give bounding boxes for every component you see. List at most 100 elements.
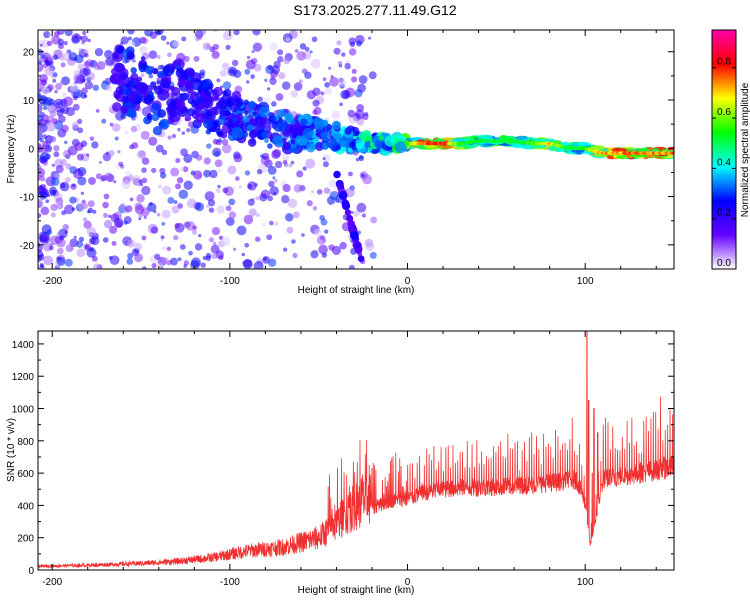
spectrogram-cell [161, 209, 171, 219]
spectrogram-cell [206, 143, 212, 149]
spectrogram-cell [52, 54, 59, 60]
spectrogram-cell [119, 203, 126, 209]
spectrogram-cell [200, 262, 206, 268]
spectrogram-cell [92, 209, 97, 214]
spectrogram-cell [141, 266, 147, 269]
spectrogram-cell [178, 189, 189, 199]
spectrogram-cell [61, 124, 69, 133]
spectrogram-cell [183, 264, 188, 268]
colorbar-tick-label: 0.2 [717, 208, 731, 219]
spectrogram-cell [180, 148, 188, 157]
spectrogram-cell [368, 36, 372, 40]
spectrogram-cell [369, 251, 377, 259]
spectrogram-cell [261, 131, 269, 139]
snr-line [38, 331, 674, 569]
spectrogram-cell [195, 202, 205, 212]
spectrogram-cell [104, 49, 113, 59]
spectrogram-cell [110, 213, 120, 223]
spectrogram-cell [143, 95, 154, 105]
spectrogram-cell [138, 217, 142, 221]
spectrogram-cell [73, 169, 84, 180]
spectrogram-cell [287, 198, 298, 209]
spectrogram-cell [141, 235, 147, 241]
spectrogram-cell [59, 181, 70, 192]
spectrogram-cell [367, 147, 373, 152]
spectrogram-cell [151, 262, 157, 269]
spectrogram-cell [220, 236, 231, 247]
spectrogram-cell [208, 207, 215, 213]
spectrogram-cell [175, 183, 182, 190]
spectrogram-cell [103, 219, 113, 229]
spectrogram-cell [41, 54, 46, 60]
spectrogram-cell [78, 236, 85, 242]
snr-y-tick-label: 1000 [12, 405, 35, 416]
spectrogram-cell [282, 159, 288, 165]
spectrogram-y-axis: -20 -10 0 10 20 [20, 48, 674, 270]
spectrogram-cell [54, 90, 58, 94]
spectrogram-cell [38, 164, 42, 171]
spectrogram-cell [275, 93, 284, 101]
spectrogram-cell [322, 77, 327, 82]
spectrogram-cell [101, 118, 107, 124]
spectrogram-cell [221, 62, 230, 70]
snr-y-tick-label: 800 [17, 437, 34, 448]
spectrogram-cell [104, 172, 114, 182]
spectrogram-cell [209, 169, 218, 179]
spectrogram-cell [301, 233, 305, 237]
spectrogram-cell [233, 153, 243, 163]
spectrogram-cell [84, 81, 89, 85]
snr-y-tick-label: 1400 [12, 340, 35, 351]
spectrogram-cell [117, 150, 121, 154]
spectrogram-cell [247, 183, 253, 189]
spectrogram-cell [251, 50, 255, 54]
spectrogram-cell [103, 193, 110, 200]
spectrogram-cell [245, 80, 250, 84]
spectrogram-cell [169, 85, 176, 92]
spectrogram-cell [167, 135, 172, 140]
spectrogram-cell [200, 79, 210, 89]
spectrogram-cell [328, 66, 332, 70]
spectrogram-cell [55, 165, 64, 174]
spectrogram-cell [243, 258, 253, 268]
spectrogram-x-axis: -200 -100 0 100 [42, 30, 657, 287]
spectrogram-cell [611, 147, 627, 153]
spectrogram-cell [378, 135, 384, 141]
spectrogram-cell [87, 200, 95, 208]
spectrogram-cell [105, 56, 115, 67]
spectrogram-cell [282, 141, 291, 151]
spectrogram-cell [71, 33, 82, 43]
spectrogram-cell [211, 92, 220, 102]
spectrogram-cell [262, 256, 268, 261]
spectrogram-cell [165, 106, 171, 112]
spectrogram-cell [354, 109, 365, 120]
spectrogram-cell [110, 72, 122, 84]
spectrogram-cell [210, 244, 220, 254]
spectrogram-cell [320, 131, 331, 142]
spectrogram-cell [139, 36, 147, 44]
colorbar-frame [711, 29, 737, 270]
spectrogram-cell [173, 234, 179, 241]
spectrogram-cell [73, 69, 80, 76]
colorbar-tick-label: 0.6 [717, 107, 731, 118]
spectrogram-cell [337, 78, 346, 87]
snr-panel: -200 -100 0 100 0 200 400 600 800 1000 1200 1400 H… [6, 330, 675, 596]
spectrogram-cell [316, 189, 323, 195]
spectrogram-cell [282, 128, 291, 137]
spectrogram-cell [38, 143, 42, 147]
spectrogram-cell [39, 152, 50, 162]
spectrogram-cell [217, 131, 222, 136]
spectrogram-cell [347, 147, 353, 153]
spectrogram-cell [282, 184, 291, 193]
spectrogram-cell [140, 56, 146, 61]
spectrogram-cell [236, 225, 247, 236]
spectrogram-cell [195, 37, 200, 42]
spectrogram-cell [192, 225, 198, 230]
spectrogram-cell [283, 247, 288, 252]
chart-title: S173.2025.277.11.49.G12 [293, 2, 457, 18]
spectrogram-cell [181, 131, 186, 135]
spectrogram-cell [61, 210, 67, 216]
spectrogram-cell [315, 132, 321, 137]
spectrogram-cell [56, 232, 61, 237]
spectrogram-cell [171, 205, 180, 214]
spectrogram-cell [160, 35, 167, 41]
